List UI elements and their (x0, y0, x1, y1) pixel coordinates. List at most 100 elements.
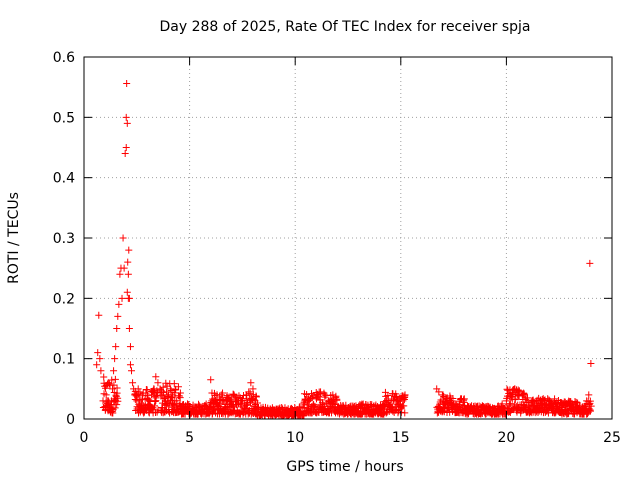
data-point (553, 404, 561, 412)
data-point (128, 367, 136, 375)
data-point (287, 409, 295, 417)
data-point (380, 403, 388, 411)
chart-title: Day 288 of 2025, Rate Of TEC Index for r… (159, 19, 530, 35)
data-point (102, 384, 110, 392)
data-point (105, 403, 113, 411)
data-point (131, 391, 139, 399)
data-point (152, 373, 160, 381)
x-axis-label: GPS time / hours (286, 459, 403, 475)
data-point (317, 388, 325, 396)
data-point (304, 397, 312, 405)
data-point (338, 404, 346, 412)
data-point (566, 406, 574, 414)
data-point (528, 397, 536, 405)
data-point (122, 113, 130, 121)
data-point (532, 400, 540, 408)
data-point (342, 406, 350, 414)
data-point (350, 406, 358, 414)
data-point (143, 403, 151, 411)
data-point (109, 385, 117, 393)
data-point (266, 408, 274, 416)
data-point (519, 391, 527, 399)
data-point (110, 367, 118, 375)
data-point (230, 391, 238, 399)
data-point (248, 394, 256, 402)
data-point (113, 384, 121, 392)
data-point (502, 397, 510, 405)
data-point (515, 388, 523, 396)
data-point (110, 381, 118, 389)
data-point (583, 397, 591, 405)
data-point (198, 406, 206, 414)
data-point (186, 403, 194, 411)
data-point (207, 376, 215, 384)
data-point (95, 311, 103, 319)
data-point (202, 403, 210, 411)
y-tick-label: 0.4 (53, 171, 75, 187)
data-point (217, 391, 225, 399)
data-point (332, 392, 340, 400)
data-point (115, 300, 123, 308)
data-point (125, 325, 133, 332)
data-point (456, 403, 464, 411)
data-point (116, 270, 124, 278)
data-point (501, 409, 509, 417)
data-point (511, 385, 519, 393)
data-point (225, 393, 233, 401)
data-point (148, 391, 156, 399)
data-point (309, 392, 317, 400)
data-point (100, 373, 108, 381)
data-point (283, 406, 291, 414)
data-point (452, 400, 460, 408)
data-point (94, 349, 102, 357)
data-point (123, 119, 131, 127)
data-point (161, 397, 169, 405)
data-point (97, 367, 105, 375)
data-point (215, 403, 223, 411)
data-point (329, 400, 337, 408)
data-point (170, 380, 178, 388)
data-point (201, 401, 209, 409)
data-point (443, 394, 451, 402)
data-point (126, 361, 134, 369)
data-point (477, 406, 485, 414)
data-point (486, 404, 494, 412)
x-tick-label: 25 (603, 430, 621, 446)
y-axis-label: ROTI / TECUs (6, 192, 22, 284)
y-tick-label: 0.6 (53, 50, 75, 66)
data-point (506, 400, 514, 408)
axis-ticks: 0 5 10 15 20 25 0 0.1 0.2 0.3 0.4 0.5 0.6 (53, 50, 621, 446)
data-point (124, 270, 132, 278)
data-point (346, 408, 354, 416)
data-point (288, 404, 296, 412)
data-point (247, 379, 255, 387)
grid-lines (84, 57, 612, 419)
data-point (570, 408, 578, 416)
data-point (241, 403, 249, 411)
data-point (321, 391, 329, 399)
data-point (167, 385, 175, 393)
data-point (464, 403, 472, 411)
data-point (303, 391, 311, 399)
data-point (168, 394, 176, 402)
data-point (585, 391, 593, 399)
data-point (460, 398, 468, 406)
data-point (308, 394, 316, 402)
data-point (145, 397, 153, 405)
data-point (111, 355, 119, 363)
data-point (587, 359, 595, 367)
data-point (447, 397, 455, 405)
data-point (376, 406, 384, 414)
data-point (460, 395, 468, 403)
data-point (469, 406, 477, 414)
data-point (355, 403, 363, 411)
data-point (578, 403, 586, 411)
data-point (257, 408, 265, 416)
y-tick-label: 0 (66, 412, 75, 428)
data-point (439, 391, 447, 399)
data-point (113, 325, 121, 332)
data-point (367, 408, 375, 416)
data-point (401, 391, 409, 399)
data-point (125, 246, 133, 254)
data-point (111, 404, 119, 412)
